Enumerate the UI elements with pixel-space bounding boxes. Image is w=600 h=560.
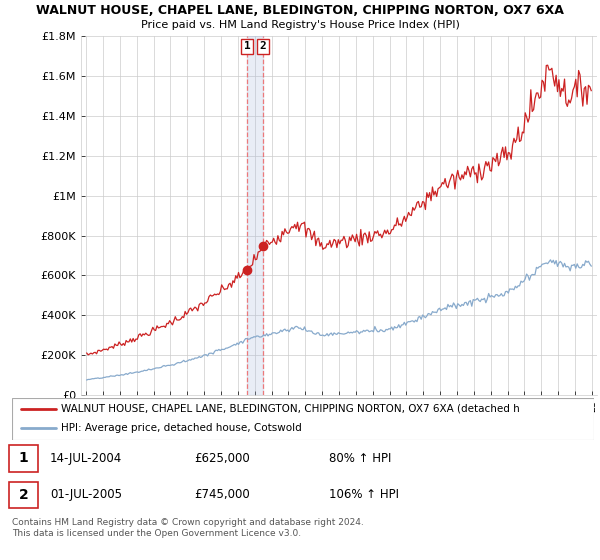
Text: 1: 1 — [244, 41, 250, 52]
Text: £625,000: £625,000 — [194, 452, 250, 465]
Bar — [9, 445, 38, 472]
Bar — [9, 482, 38, 508]
Text: 80% ↑ HPI: 80% ↑ HPI — [329, 452, 392, 465]
Text: 106% ↑ HPI: 106% ↑ HPI — [329, 488, 400, 501]
Text: £745,000: £745,000 — [194, 488, 250, 501]
Text: 1: 1 — [19, 451, 29, 465]
Text: WALNUT HOUSE, CHAPEL LANE, BLEDINGTON, CHIPPING NORTON, OX7 6XA: WALNUT HOUSE, CHAPEL LANE, BLEDINGTON, C… — [36, 4, 564, 17]
Text: Contains HM Land Registry data © Crown copyright and database right 2024.: Contains HM Land Registry data © Crown c… — [12, 518, 364, 527]
Text: 14-JUL-2004: 14-JUL-2004 — [50, 452, 122, 465]
Text: 2: 2 — [260, 41, 266, 52]
Text: Price paid vs. HM Land Registry's House Price Index (HPI): Price paid vs. HM Land Registry's House … — [140, 20, 460, 30]
Bar — [247, 36, 263, 395]
Text: 2: 2 — [19, 488, 29, 502]
Text: This data is licensed under the Open Government Licence v3.0.: This data is licensed under the Open Gov… — [12, 529, 301, 538]
Text: WALNUT HOUSE, CHAPEL LANE, BLEDINGTON, CHIPPING NORTON, OX7 6XA (detached h: WALNUT HOUSE, CHAPEL LANE, BLEDINGTON, C… — [61, 404, 520, 414]
Text: HPI: Average price, detached house, Cotswold: HPI: Average price, detached house, Cots… — [61, 423, 302, 433]
Text: 01-JUL-2005: 01-JUL-2005 — [50, 488, 122, 501]
